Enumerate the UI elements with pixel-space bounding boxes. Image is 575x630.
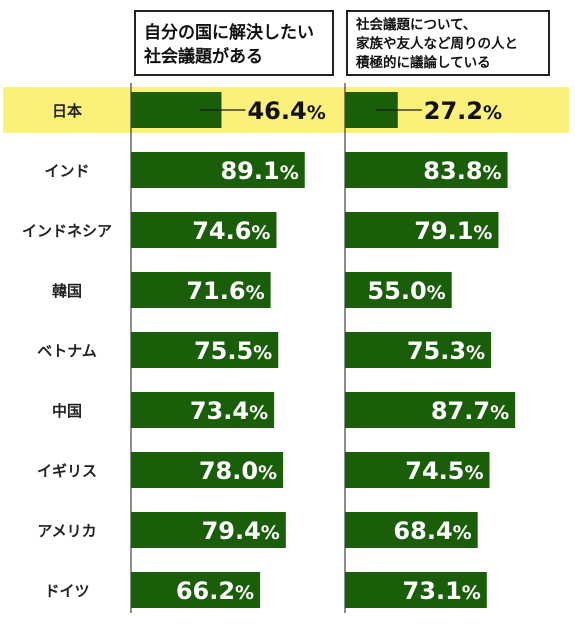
- chart-1-title-line-2: 社会議題がある: [144, 47, 263, 67]
- bar-chart-1-5: [131, 392, 275, 428]
- category-label-3: 韓国: [52, 282, 82, 300]
- data-label-chart-2-6: 74.5%: [405, 457, 483, 485]
- data-label-chart-2-0: 27.2%: [424, 97, 502, 125]
- bar-chart-2-5: [345, 392, 516, 428]
- chart-1-title-line-1: 自分の国に解決したい: [144, 23, 314, 43]
- bar-chart-2-4: [345, 332, 492, 368]
- category-label-8: ドイツ: [44, 582, 89, 600]
- bar-chart-1-7: [131, 512, 286, 548]
- bar-chart-2-2: [345, 212, 499, 248]
- data-label-chart-2-2: 79.1%: [414, 217, 492, 245]
- bar-chart-2-6: [345, 452, 490, 488]
- category-label-6: イギリス: [37, 462, 97, 480]
- chart-1-title-box: 自分の国に解決したい 社会議題がある: [134, 10, 334, 76]
- bar-chart-1-4: [131, 332, 279, 368]
- data-label-chart-1-2: 74.6%: [192, 217, 270, 245]
- data-label-chart-1-4: 75.5%: [194, 337, 272, 365]
- data-label-chart-1-8: 66.2%: [176, 577, 254, 605]
- highlight-band-0: [3, 87, 569, 133]
- bar-chart-1-3: [131, 272, 271, 308]
- category-label-0: 日本: [52, 102, 82, 120]
- data-label-chart-2-1: 83.8%: [423, 157, 501, 185]
- category-label-2: インドネシア: [22, 222, 112, 240]
- bar-chart-2-8: [345, 572, 487, 608]
- category-label-1: インド: [44, 162, 89, 180]
- data-label-chart-1-0: 46.4%: [247, 97, 325, 125]
- data-label-chart-2-7: 68.4%: [393, 517, 471, 545]
- data-label-chart-2-8: 73.1%: [403, 577, 481, 605]
- category-label-7: アメリカ: [37, 522, 96, 540]
- bar-chart-1-8: [131, 572, 261, 608]
- bar-chart-1-6: [131, 452, 284, 488]
- data-label-chart-2-3: 55.0%: [367, 277, 445, 305]
- bar-chart-1-2: [131, 212, 277, 248]
- chart-2-title-line-1: 社会議題について、: [356, 17, 477, 33]
- bar-chart-1-1: [131, 152, 305, 188]
- category-label-4: ベトナム: [37, 342, 97, 360]
- data-label-chart-1-6: 78.0%: [199, 457, 277, 485]
- data-label-chart-1-5: 73.4%: [190, 397, 268, 425]
- data-label-chart-2-4: 75.3%: [407, 337, 485, 365]
- data-label-chart-2-5: 87.7%: [431, 397, 509, 425]
- data-label-chart-1-3: 71.6%: [186, 277, 264, 305]
- chart-2-title-line-2: 家族や友人など周りの人と: [356, 36, 518, 52]
- bar-chart-2-3: [345, 272, 452, 308]
- category-label-5: 中国: [52, 402, 82, 420]
- bar-chart-2-1: [345, 152, 508, 188]
- data-label-chart-1-1: 89.1%: [220, 157, 298, 185]
- data-label-chart-1-7: 79.4%: [202, 517, 280, 545]
- chart-2-title-box: 社会議題について、 家族や友人など周りの人と 積極的に議論している: [346, 10, 550, 76]
- bar-chart-2-7: [345, 512, 478, 548]
- chart-2-title-line-3: 積極的に議論している: [356, 55, 491, 71]
